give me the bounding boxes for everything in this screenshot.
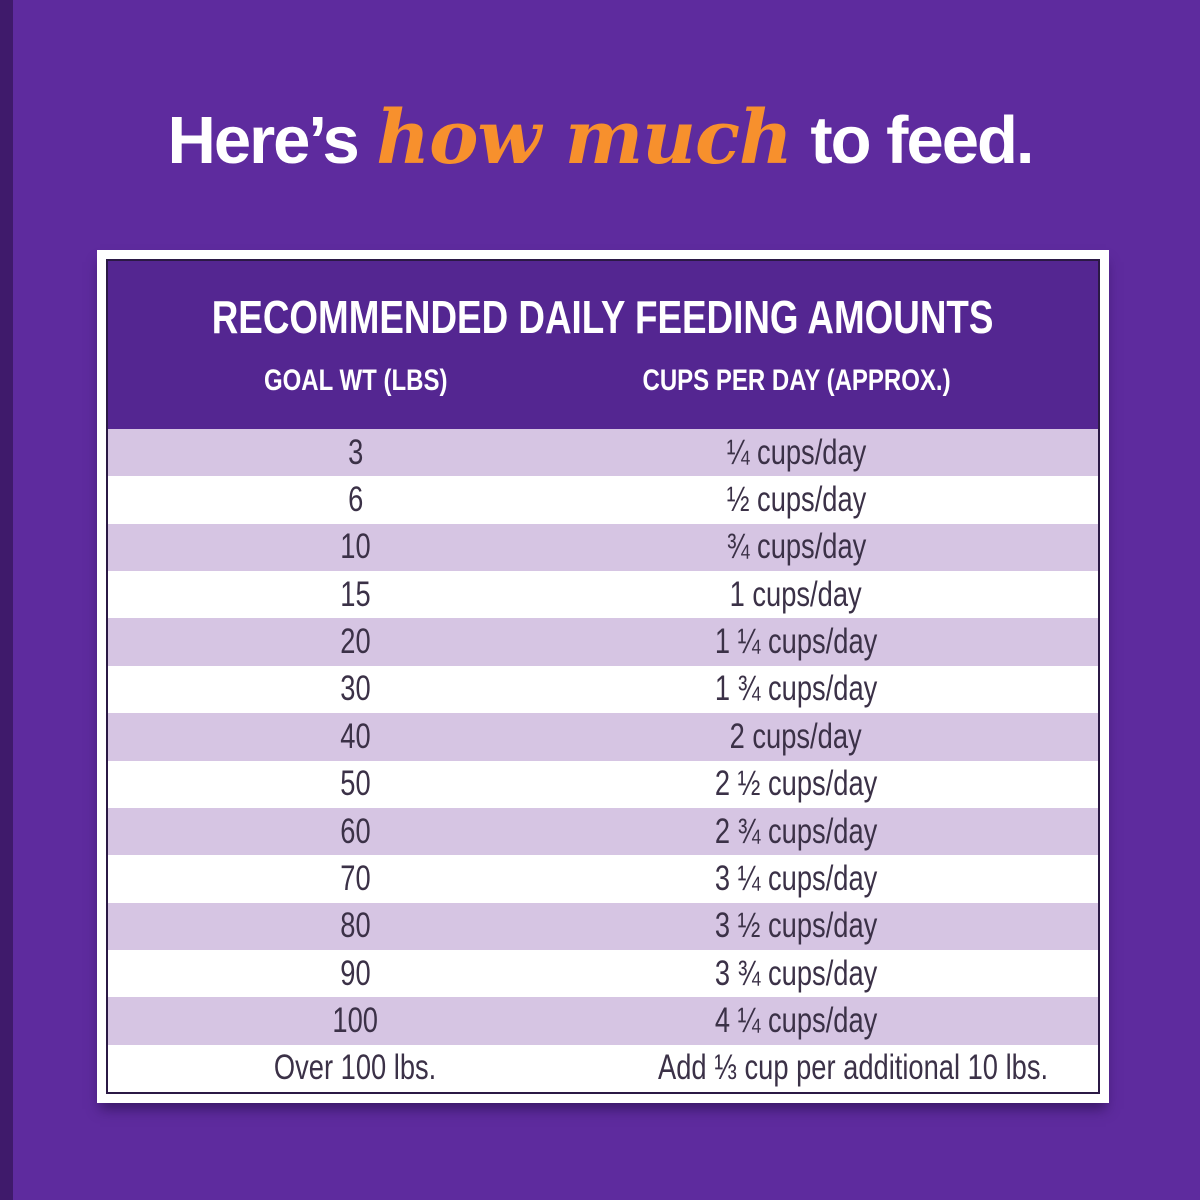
cups-cell: ¼ cups/day	[603, 433, 989, 473]
goal-wt-cell: 100	[108, 1001, 603, 1041]
cups-value: ¾ cups/day	[726, 527, 866, 567]
goal-wt-value: 80	[340, 906, 371, 946]
cups-value: ¼ cups/day	[726, 432, 866, 472]
cups-cell: 3 ½ cups/day	[603, 906, 989, 946]
goal-wt-value: 70	[340, 858, 371, 898]
goal-wt-cell: 70	[108, 859, 603, 899]
goal-wt-cell: 60	[108, 812, 603, 852]
goal-wt-value: 90	[340, 953, 371, 993]
goal-wt-value: 40	[340, 716, 371, 756]
cups-value: 4 ¼ cups/day	[714, 1000, 878, 1040]
cups-value: Add ⅓ cup per additional 10 lbs.	[658, 1048, 1049, 1088]
goal-wt-value: 20	[340, 622, 371, 662]
cups-cell: ½ cups/day	[603, 480, 989, 520]
cups-cell: 1 ¾ cups/day	[603, 669, 989, 709]
column-header-cups-per-day: CUPS PER DAY (APPROX.)	[642, 364, 951, 397]
cups-value: 3 ¾ cups/day	[714, 953, 878, 993]
goal-wt-value: 30	[340, 669, 371, 709]
table-row: Over 100 lbs. Add ⅓ cup per additional 10…	[108, 1044, 1098, 1093]
cups-value: 3 ½ cups/day	[714, 906, 878, 946]
goal-wt-value: 3	[347, 432, 364, 472]
goal-wt-value: 6	[347, 480, 364, 520]
goal-wt-cell: 90	[108, 954, 603, 994]
cups-cell: Add ⅓ cup per additional 10 lbs.	[603, 1048, 1048, 1088]
table-title: RECOMMENDED DAILY FEEDING AMOUNTS	[212, 291, 994, 343]
feeding-table-card: RECOMMENDED DAILY FEEDING AMOUNTS GOAL W…	[97, 250, 1109, 1103]
cups-value: 2 cups/day	[730, 716, 863, 756]
cups-value: 1 ¾ cups/day	[714, 669, 878, 709]
table-row: 60 2 ¾ cups/day	[108, 807, 1098, 856]
table-row: 70 3 ¼ cups/day	[108, 855, 1098, 903]
goal-wt-value: 10	[340, 527, 371, 567]
goal-wt-value: 15	[340, 574, 371, 614]
column-header-goal-wt: GOAL WT (LBS)	[263, 364, 448, 397]
goal-wt-cell: 20	[108, 622, 603, 662]
cups-cell: 2 cups/day	[603, 717, 989, 757]
column-headers: GOAL WT (LBS) CUPS PER DAY (APPROX.)	[108, 366, 1098, 396]
goal-wt-cell: 15	[108, 575, 603, 615]
headline-part-how-much: how much	[376, 95, 793, 181]
table-row: 30 1 ¾ cups/day	[108, 665, 1098, 714]
table-row: 6 ½ cups/day	[108, 476, 1098, 524]
cups-value: 1 cups/day	[730, 574, 863, 614]
cups-value: 2 ½ cups/day	[714, 764, 878, 804]
table-row: 15 1 cups/day	[108, 571, 1098, 619]
left-edge-strip	[0, 0, 13, 1200]
cups-cell: ¾ cups/day	[603, 527, 989, 567]
goal-wt-cell: 80	[108, 906, 603, 946]
cups-cell: 3 ¾ cups/day	[603, 954, 989, 994]
cups-cell: 2 ½ cups/day	[603, 764, 989, 804]
table-row: 3 ¼ cups/day	[108, 429, 1098, 477]
table-rows: 3 ¼ cups/day 6 ½ cups/day 10 ¾ cups/day 15 1 cu…	[108, 429, 1098, 1093]
table-row: 90 3 ¾ cups/day	[108, 949, 1098, 998]
cups-value: 3 ¼ cups/day	[714, 858, 878, 898]
cups-cell: 1 ¼ cups/day	[603, 622, 989, 662]
feeding-table: RECOMMENDED DAILY FEEDING AMOUNTS GOAL W…	[106, 259, 1100, 1094]
table-row: 40 2 cups/day	[108, 713, 1098, 761]
headline-part-heres: Here’s	[167, 103, 359, 178]
goal-wt-cell: 40	[108, 717, 603, 757]
goal-wt-cell: 30	[108, 669, 603, 709]
goal-wt-value: 50	[340, 764, 371, 804]
table-row: 10 ¾ cups/day	[108, 523, 1098, 572]
cups-value: ½ cups/day	[726, 480, 866, 520]
goal-wt-cell: 6	[108, 480, 603, 520]
goal-wt-cell: 3	[108, 433, 603, 473]
table-row: 20 1 ¼ cups/day	[108, 618, 1098, 666]
table-row: 80 3 ½ cups/day	[108, 902, 1098, 950]
goal-wt-value: 60	[340, 811, 371, 851]
goal-wt-value: Over 100 lbs.	[274, 1048, 437, 1088]
table-row: 100 4 ¼ cups/day	[108, 997, 1098, 1045]
cups-value: 1 ¼ cups/day	[714, 622, 878, 662]
cups-cell: 4 ¼ cups/day	[603, 1001, 989, 1041]
goal-wt-cell: Over 100 lbs.	[108, 1048, 603, 1088]
cups-value: 2 ¾ cups/day	[714, 811, 878, 851]
table-row: 50 2 ½ cups/day	[108, 760, 1098, 808]
headline-part-to-feed: to feed.	[810, 103, 1034, 178]
cups-cell: 2 ¾ cups/day	[603, 812, 989, 852]
goal-wt-cell: 50	[108, 764, 603, 804]
goal-wt-cell: 10	[108, 527, 603, 567]
table-header: RECOMMENDED DAILY FEEDING AMOUNTS GOAL W…	[108, 261, 1098, 429]
cups-cell: 3 ¼ cups/day	[603, 859, 989, 899]
cups-cell: 1 cups/day	[603, 575, 989, 615]
goal-wt-value: 100	[332, 1000, 379, 1040]
headline: Here’s how much to feed.	[0, 96, 1200, 201]
